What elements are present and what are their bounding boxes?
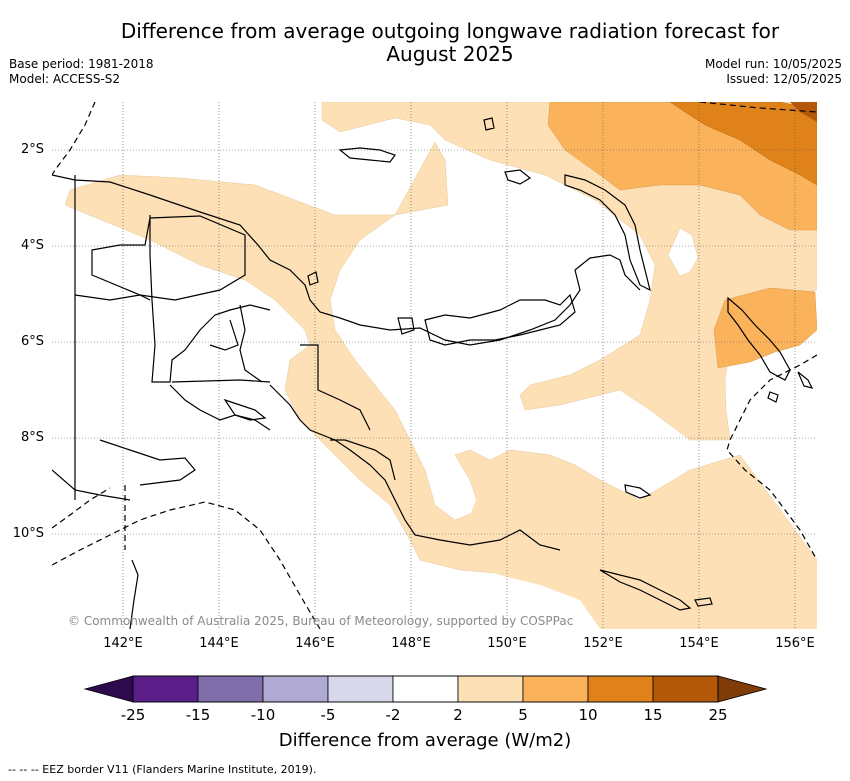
coastlines (52, 117, 814, 629)
colorbar-box (392, 675, 459, 703)
lat-label-2s: 2°S (20, 142, 44, 157)
colorbar-tick: 2 (453, 706, 463, 724)
issued-date: Issued: 12/05/2025 (726, 72, 842, 86)
lon-label-152: 152°E (583, 636, 623, 651)
lat-label-4s: 4°S (20, 238, 44, 253)
lat-label-6s: 6°S (20, 334, 44, 349)
colorbar-title: Difference from average (W/m2) (278, 730, 572, 751)
lon-label-154: 154°E (679, 636, 719, 651)
eez-borders (52, 102, 817, 629)
colorbar-tick: -5 (320, 706, 336, 724)
anomaly-region-dark (669, 102, 817, 186)
copyright-notice: © Commonwealth of Australia 2025, Bureau… (68, 614, 574, 628)
lon-label-144: 144°E (199, 636, 239, 651)
lon-label-150: 150°E (487, 636, 527, 651)
map-title: Difference from average outgoing longwav… (120, 19, 780, 66)
model-name: Model: ACCESS-S2 (9, 72, 121, 86)
colorbar-tick: -10 (250, 706, 276, 724)
colorbar-box (327, 675, 394, 703)
colorbar-outline (132, 675, 719, 703)
meta-right: Model run: 10/05/2025 Issued: 12/05/2025 (705, 57, 842, 87)
colorbar-tick: 5 (518, 706, 528, 724)
eez-legend-footnote: -- -- -- EEZ border V11 (Flanders Marine… (8, 763, 317, 776)
model-run: Model run: 10/05/2025 (704, 57, 842, 71)
anomaly-region-light-south (460, 470, 817, 629)
lat-label-8s: 8°S (20, 430, 44, 445)
colorbar (83, 675, 768, 703)
colorbar-tick: -25 (120, 706, 146, 724)
colorbar-under-arrow (83, 675, 134, 703)
colorbar-boxes (132, 675, 719, 703)
colorbar-over-arrow (717, 675, 768, 703)
lon-label-156: 156°E (775, 636, 815, 651)
colorbar-tick: 15 (643, 706, 663, 724)
meta-left: Base period: 1981-2018 Model: ACCESS-S2 (9, 57, 154, 87)
colorbar-tick: 10 (578, 706, 598, 724)
lon-label-142: 142°E (103, 636, 143, 651)
lat-label-10s: 10°S (12, 526, 44, 541)
colorbar-box (587, 675, 654, 703)
colorbar-tick: -2 (385, 706, 401, 724)
colorbar-box (197, 675, 264, 703)
lon-label-146: 146°E (295, 636, 335, 651)
colorbar-tick: -15 (185, 706, 211, 724)
colorbar-box (652, 675, 719, 703)
colorbar-box (457, 675, 524, 703)
anomaly-region-darkest (790, 102, 817, 122)
base-period: Base period: 1981-2018 (9, 57, 154, 71)
colorbar-tick: 25 (708, 706, 728, 724)
colorbar-box (132, 675, 199, 703)
gridlines (52, 102, 817, 629)
colorbar-box (262, 675, 329, 703)
colorbar-box (522, 675, 589, 703)
neutral-patch (667, 227, 699, 277)
map-plot-area (52, 102, 817, 629)
lon-label-148: 148°E (391, 636, 431, 651)
